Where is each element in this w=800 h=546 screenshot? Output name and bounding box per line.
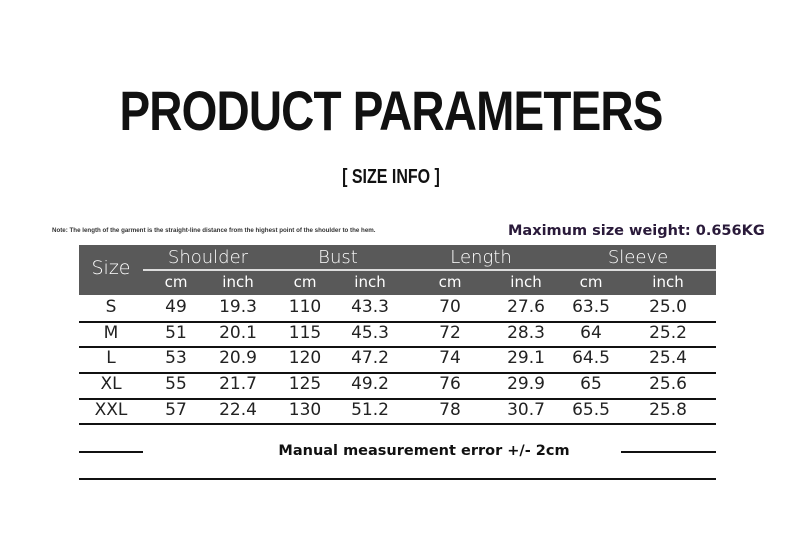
subtitle: [ SIZE INFO ] [342, 166, 440, 188]
size-cell: XXL [94, 399, 128, 420]
value-cell: 25.2 [649, 322, 687, 343]
value-cell: 78 [439, 399, 461, 420]
value-cell: 110 [288, 297, 322, 317]
value-cell: 19.3 [219, 297, 257, 317]
value-cell: 25.0 [649, 297, 687, 317]
value-cell: 115 [288, 322, 322, 343]
value-cell: 25.8 [649, 399, 687, 420]
page-title: PRODUCT PARAMETERS [119, 79, 663, 142]
size-cell: M [103, 322, 119, 343]
length-note: Note: The length of the garment is the s… [52, 227, 376, 234]
group-header-bust: Bust [318, 247, 358, 268]
unit-header: cm [293, 273, 317, 291]
value-cell: 130 [288, 399, 322, 420]
value-cell: 47.2 [351, 348, 389, 369]
max-weight: Maximum size weight: 0.656KG [508, 223, 765, 239]
value-cell: 51 [165, 322, 187, 343]
group-header-length: Length [450, 247, 512, 268]
value-cell: 70 [439, 297, 461, 317]
table-row: M 51 20.1 115 45.3 72 28.3 64 25.2 [79, 321, 716, 349]
table-row: L 53 20.9 120 47.2 74 29.1 64.5 25.4 [79, 346, 716, 374]
value-cell: 49.2 [351, 374, 389, 395]
value-cell: 57 [165, 399, 187, 420]
value-cell: 25.4 [649, 348, 687, 369]
table-row: S 49 19.3 110 43.3 70 27.6 63.5 25.0 [79, 295, 716, 323]
value-cell: 72 [439, 322, 461, 343]
value-cell: 120 [288, 348, 322, 369]
value-cell: 64.5 [572, 348, 610, 369]
value-cell: 63.5 [572, 297, 610, 317]
group-header-shoulder: Shoulder [167, 247, 249, 268]
value-cell: 64 [580, 322, 602, 343]
value-cell: 49 [165, 297, 187, 317]
table-row: XL 55 21.7 125 49.2 76 29.9 65 25.6 [79, 372, 716, 400]
value-cell: 125 [288, 374, 322, 395]
value-cell: 74 [439, 348, 461, 369]
footer-rule-right [621, 451, 716, 453]
measurement-error-note: Manual measurement error +/- 2cm [278, 443, 570, 459]
unit-header: cm [438, 273, 462, 291]
unit-header: inch [652, 273, 684, 291]
group-header-sleeve: Sleeve [607, 247, 669, 268]
unit-header: inch [510, 273, 542, 291]
value-cell: 29.1 [507, 348, 545, 369]
value-cell: 53 [165, 348, 187, 369]
value-cell: 51.2 [351, 399, 389, 420]
size-header: Size [91, 257, 131, 279]
value-cell: 29.9 [507, 374, 545, 395]
size-cell: XL [100, 374, 122, 395]
value-cell: 55 [165, 374, 187, 395]
value-cell: 27.6 [507, 297, 545, 317]
unit-header: cm [579, 273, 603, 291]
value-cell: 20.1 [219, 322, 257, 343]
unit-header: cm [164, 273, 188, 291]
unit-header: inch [354, 273, 386, 291]
bottom-rule [79, 478, 716, 480]
value-cell: 43.3 [351, 297, 389, 317]
footer-rule-left [79, 451, 143, 453]
value-cell: 28.3 [507, 322, 545, 343]
value-cell: 25.6 [649, 374, 687, 395]
value-cell: 30.7 [507, 399, 545, 420]
size-cell: S [105, 297, 117, 317]
table-row: XXL 57 22.4 130 51.2 78 30.7 65.5 25.8 [79, 398, 716, 426]
size-cell: L [106, 348, 116, 369]
value-cell: 76 [439, 374, 461, 395]
unit-header: inch [222, 273, 254, 291]
value-cell: 65 [580, 374, 602, 395]
header-divider [143, 269, 716, 271]
value-cell: 22.4 [219, 399, 257, 420]
value-cell: 21.7 [219, 374, 257, 395]
value-cell: 45.3 [351, 322, 389, 343]
value-cell: 65.5 [572, 399, 610, 420]
value-cell: 20.9 [219, 348, 257, 369]
